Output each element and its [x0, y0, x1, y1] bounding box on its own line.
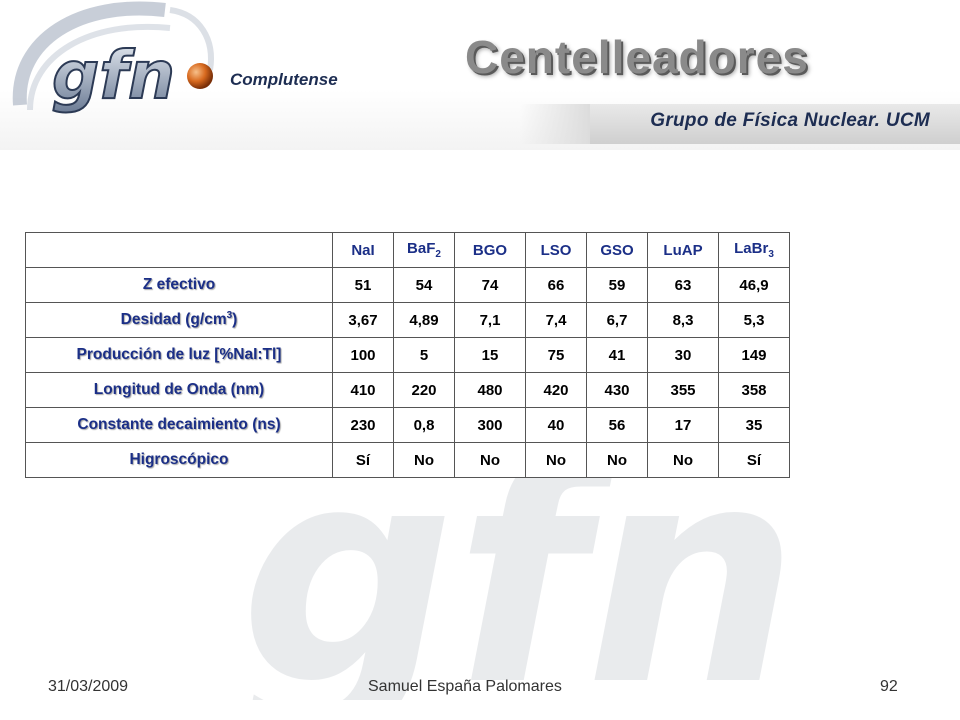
- table-cell: 410: [332, 372, 394, 408]
- row-header: Longitud de Onda (nm): [25, 372, 333, 408]
- table-cell: 358: [718, 372, 790, 408]
- table-cell: 430: [586, 372, 648, 408]
- logo-text: Complutense: [230, 70, 338, 89]
- subtitle-band: [520, 104, 960, 144]
- page-subtitle: Grupo de Física Nuclear. UCM: [650, 110, 930, 131]
- table-cell: 7,4: [525, 302, 587, 338]
- table-cell: 355: [647, 372, 719, 408]
- footer-date: 31/03/2009: [48, 678, 129, 695]
- table-cell: 63: [647, 267, 719, 303]
- row-header: Z efectivo: [25, 267, 333, 303]
- table-row-longitud-onda: Longitud de Onda (nm) 410 220 480 420 43…: [25, 372, 790, 408]
- table-cell: 220: [393, 372, 455, 408]
- table-cell: No: [586, 442, 648, 478]
- table-cell: 420: [525, 372, 587, 408]
- table-cell: No: [454, 442, 526, 478]
- table-cell: 5: [393, 337, 455, 373]
- table-cell: No: [393, 442, 455, 478]
- table-cell: 5,3: [718, 302, 790, 338]
- table-cell: 6,7: [586, 302, 648, 338]
- column-header-bgo: BGO: [454, 232, 526, 268]
- table-cell: 74: [454, 267, 526, 303]
- row-header: Constante decaimiento (ns): [25, 407, 333, 443]
- column-header-luap: LuAP: [647, 232, 719, 268]
- table-cell: 40: [525, 407, 587, 443]
- footer-author: Samuel España Palomares: [368, 678, 562, 695]
- table-cell: 46,9: [718, 267, 790, 303]
- table-cell: 75: [525, 337, 587, 373]
- table-cell: 8,3: [647, 302, 719, 338]
- scintillator-table: NaI BaF2 BGO LSO GSO LuAP LaBr3 Z efecti…: [25, 232, 790, 478]
- table-cell: 59: [586, 267, 648, 303]
- table-cell: 56: [586, 407, 648, 443]
- column-header-baf2: BaF2: [393, 232, 455, 268]
- row-header: Producción de luz [%NaI:Tl]: [25, 337, 333, 373]
- table-cell: 15: [454, 337, 526, 373]
- table-cell: 480: [454, 372, 526, 408]
- table-cell: Sí: [718, 442, 790, 478]
- table-cell: 51: [332, 267, 394, 303]
- table-cell: 30: [647, 337, 719, 373]
- table-row-constante-decaimiento: Constante decaimiento (ns) 230 0,8 300 4…: [25, 407, 790, 443]
- gfn-logo: gfn: [12, 1, 214, 115]
- corner-cell: [25, 232, 333, 268]
- table-cell: 100: [332, 337, 394, 373]
- table-cell: 66: [525, 267, 587, 303]
- column-header-lso: LSO: [525, 232, 587, 268]
- column-header-gso: GSO: [586, 232, 648, 268]
- table-cell: 41: [586, 337, 648, 373]
- table-cell: 149: [718, 337, 790, 373]
- table-row-higroscopico: Higroscópico Sí No No No No No Sí: [25, 442, 790, 478]
- svg-text:gfn: gfn: [52, 37, 175, 114]
- table-cell: 54: [393, 267, 455, 303]
- table-cell: 3,67: [332, 302, 394, 338]
- column-header-labr3: LaBr3: [718, 232, 790, 268]
- table-cell: 35: [718, 407, 790, 443]
- page-title: Centelleadores: [465, 31, 809, 83]
- row-header: Desidad (g/cm3): [25, 302, 333, 338]
- row-header: Higroscópico: [25, 442, 333, 478]
- table-cell: 0,8: [393, 407, 455, 443]
- table-cell: No: [647, 442, 719, 478]
- table-cell: 7,1: [454, 302, 526, 338]
- footer-page-number: 92: [880, 678, 898, 695]
- table-cell: 230: [332, 407, 394, 443]
- table-cell: No: [525, 442, 587, 478]
- table-row-densidad: Desidad (g/cm3) 3,67 4,89 7,1 7,4 6,7 8,…: [25, 302, 790, 338]
- table-cell: 4,89: [393, 302, 455, 338]
- table-row-produccion-luz: Producción de luz [%NaI:Tl] 100 5 15 75 …: [25, 337, 790, 373]
- column-header-nai: NaI: [332, 232, 394, 268]
- scintillator-table-container: NaI BaF2 BGO LSO GSO LuAP LaBr3 Z efecti…: [25, 232, 790, 478]
- table-cell: Sí: [332, 442, 394, 478]
- table-cell: 17: [647, 407, 719, 443]
- table-header-row: NaI BaF2 BGO LSO GSO LuAP LaBr3: [25, 232, 790, 268]
- table-cell: 300: [454, 407, 526, 443]
- table-row-z-efectivo: Z efectivo 51 54 74 66 59 63 46,9: [25, 267, 790, 303]
